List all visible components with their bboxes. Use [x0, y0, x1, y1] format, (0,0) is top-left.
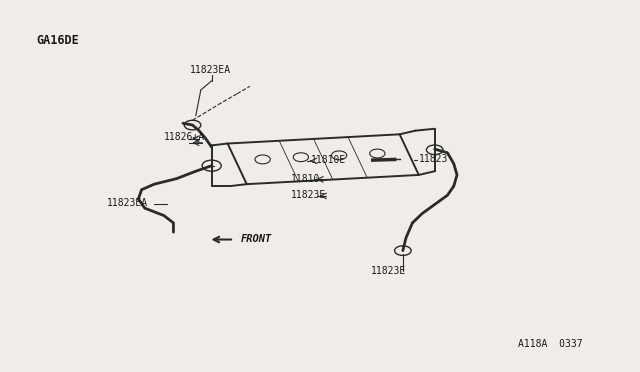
Text: 11823EA: 11823EA [106, 198, 148, 208]
Text: A118A  0337: A118A 0337 [518, 339, 582, 349]
Text: 11826+A: 11826+A [164, 132, 205, 142]
Text: 11823: 11823 [419, 154, 448, 164]
Text: 11823EA: 11823EA [189, 65, 230, 76]
Text: 11823E: 11823E [291, 190, 326, 200]
Text: FRONT: FRONT [241, 234, 271, 244]
Text: 11810E: 11810E [310, 155, 346, 165]
Text: 11823E: 11823E [371, 266, 406, 276]
Text: 11810: 11810 [291, 174, 321, 183]
Text: GA16DE: GA16DE [36, 34, 79, 47]
